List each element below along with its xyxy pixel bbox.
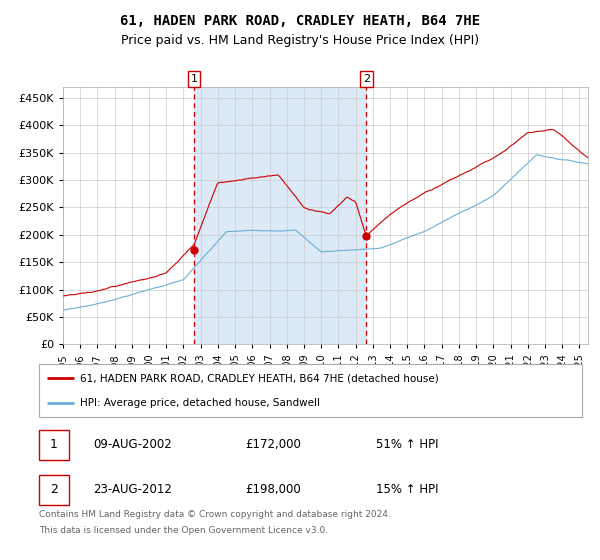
Bar bbox=[39, 430, 69, 460]
Text: 61, HADEN PARK ROAD, CRADLEY HEATH, B64 7HE: 61, HADEN PARK ROAD, CRADLEY HEATH, B64 … bbox=[120, 14, 480, 28]
Text: 09-AUG-2002: 09-AUG-2002 bbox=[94, 438, 172, 451]
Text: 23-AUG-2012: 23-AUG-2012 bbox=[94, 483, 172, 496]
Text: 1: 1 bbox=[191, 74, 197, 84]
Text: HPI: Average price, detached house, Sandwell: HPI: Average price, detached house, Sand… bbox=[80, 398, 320, 408]
Text: Price paid vs. HM Land Registry's House Price Index (HPI): Price paid vs. HM Land Registry's House … bbox=[121, 34, 479, 46]
Text: 2: 2 bbox=[363, 74, 370, 84]
Text: 51% ↑ HPI: 51% ↑ HPI bbox=[376, 438, 438, 451]
Text: 2: 2 bbox=[50, 483, 58, 496]
Text: Contains HM Land Registry data © Crown copyright and database right 2024.: Contains HM Land Registry data © Crown c… bbox=[39, 510, 391, 519]
Text: 1: 1 bbox=[50, 438, 58, 451]
Text: £198,000: £198,000 bbox=[245, 483, 301, 496]
Text: 15% ↑ HPI: 15% ↑ HPI bbox=[376, 483, 438, 496]
Text: 61, HADEN PARK ROAD, CRADLEY HEATH, B64 7HE (detached house): 61, HADEN PARK ROAD, CRADLEY HEATH, B64 … bbox=[80, 374, 439, 384]
Text: This data is licensed under the Open Government Licence v3.0.: This data is licensed under the Open Gov… bbox=[39, 526, 328, 535]
Bar bbox=[39, 475, 69, 505]
Text: £172,000: £172,000 bbox=[245, 438, 301, 451]
Bar bbox=[194, 87, 366, 344]
